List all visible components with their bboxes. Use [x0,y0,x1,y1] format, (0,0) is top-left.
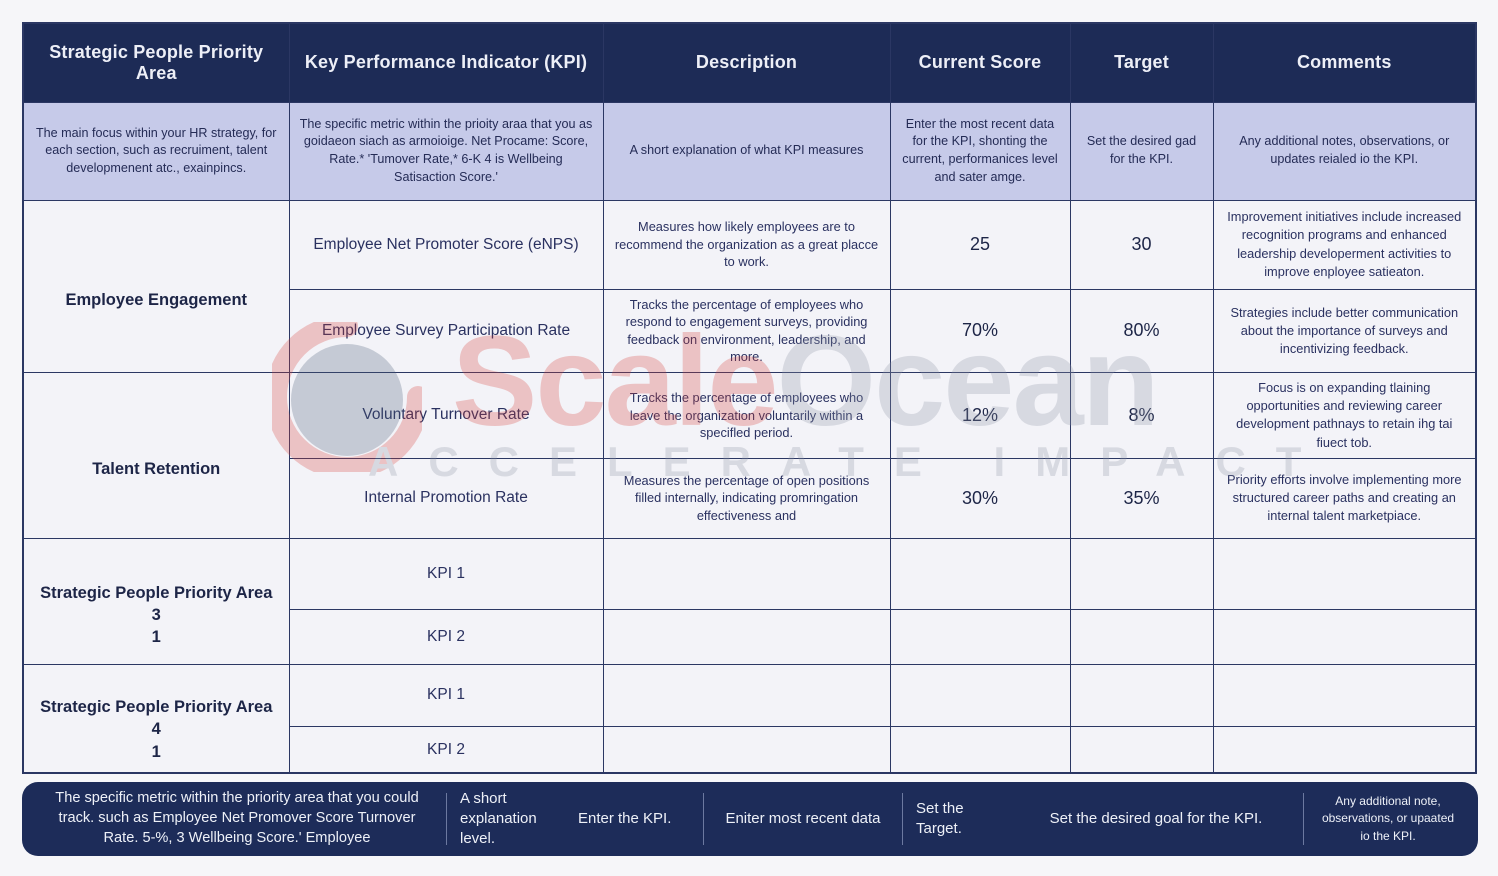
footer-divider [902,793,903,845]
comment-cell: Improvement initiatives include increase… [1212,199,1477,290]
kpi-cell: Voluntary Turnover Rate [288,372,604,459]
area-sub: 1 [151,628,161,647]
table-row: Strategic People Priority Area 3 1 KPI 1 [22,537,1477,665]
hint-kpi: The specific metric within the prioity a… [288,101,604,201]
target-cell: 30 [1069,199,1214,290]
footer-hint-bar: The specific metric within the priority … [22,782,1478,856]
target-cell: 80% [1069,288,1214,374]
footer-divider [1303,793,1304,845]
kpi-cell: KPI 1 [288,663,604,727]
current-score-cell: 30% [889,457,1071,539]
target-cell: 8% [1069,372,1214,459]
current-score-cell-empty [889,608,1071,665]
kpi-cell: KPI 1 [288,537,604,610]
description-cell-empty [602,537,891,610]
area-cell-priority-area-4: Strategic People Priority Area 4 1 [22,663,290,774]
kpi-cell: KPI 2 [288,725,604,774]
description-cell-empty [602,608,891,665]
target-cell-empty [1069,608,1214,665]
hint-comments: Any additional notes, observations, or u… [1212,101,1477,201]
comment-cell: Priority efforts involve implementing mo… [1212,457,1477,539]
description-cell-empty [602,663,891,727]
target-cell: 35% [1069,457,1214,539]
comment-cell-empty [1212,663,1477,727]
area-label: Talent Retention [92,460,221,479]
area-cell-employee-engagement: Employee Engagement [22,199,290,374]
comment-cell-empty [1212,537,1477,610]
area-label: Strategic People Priority Area 4 1 [34,696,279,763]
area-sub: 1 [151,742,161,761]
header-row: Strategic People Priority Area Key Perfo… [22,22,1477,103]
description-cell: Measures the percentage of open position… [602,457,891,539]
comment-cell-empty [1212,725,1477,774]
header-target: Target [1069,22,1214,103]
description-cell: Measures how likely employees are to rec… [602,199,891,290]
kpi-cell: Employee Survey Participation Rate [288,288,604,374]
current-score-cell-empty [889,537,1071,610]
current-score-cell-empty [889,663,1071,727]
hint-row: The main focus within your HR strategy, … [22,101,1477,201]
footer-hint-short-explanation: A short explanation level. [460,789,537,848]
description-cell-empty [602,725,891,774]
comment-cell: Focus is on expanding tlaining opportuni… [1212,372,1477,459]
table-row: Employee Engagement Employee Net Promote… [22,199,1477,374]
kpi-table: Strategic People Priority Area Key Perfo… [22,22,1477,775]
target-cell-empty [1069,725,1214,774]
footer-hint-desired-goal: Set the desired goal for the KPI. [1049,809,1263,827]
table-row: Talent Retention Voluntary Turnover Rate… [22,372,1477,539]
header-description: Description [602,22,891,103]
area-cell-talent-retention: Talent Retention [22,372,290,539]
table-row: Internal Promotion Rate Measures the per… [23,457,1477,539]
description-cell: Tracks the percentage of employees who l… [602,372,891,459]
area-label: Strategic People Priority Area 3 1 [34,582,279,649]
footer-hint-recent-data: Eniter most recent data [725,809,881,827]
kpi-cell: KPI 2 [288,608,604,665]
area-label: Employee Engagement [65,291,248,310]
area-title: Strategic People Priority Area 4 [40,698,273,739]
area-cell-priority-area-3: Strategic People Priority Area 3 1 [22,537,290,665]
kpi-cell: Internal Promotion Rate [288,457,604,539]
header-kpi: Key Performance Indicator (KPI) [288,22,604,103]
header-comments: Comments [1212,22,1477,103]
hint-description: A short explanation of what KPI measures [602,101,891,201]
current-score-cell-empty [889,725,1071,774]
footer-hint-additional-notes: Any additional note, observations, or up… [1321,793,1455,843]
hint-target: Set the desired gad for the KPI. [1069,101,1214,201]
comment-cell-empty [1212,608,1477,665]
footer-hint-set-target: Set the Target. [916,799,964,837]
footer-hint-kpi-metric: The specific metric within the priority … [55,790,419,846]
area-title: Strategic People Priority Area 3 [40,583,273,625]
table-row: KPI 2 [23,608,1477,665]
footer-divider [703,793,704,845]
current-score-cell: 12% [889,372,1071,459]
kpi-cell: Employee Net Promoter Score (eNPS) [288,199,604,290]
header-current-score: Current Score [889,22,1071,103]
footer-divider [446,793,447,845]
comment-cell: Strategies include better communication … [1212,288,1477,374]
target-cell-empty [1069,537,1214,610]
header-priority-area: Strategic People Priority Area [22,22,290,103]
description-cell: Tracks the percentage of employees who r… [602,288,891,374]
current-score-cell: 25 [889,199,1071,290]
target-cell-empty [1069,663,1214,727]
current-score-cell: 70% [889,288,1071,374]
table-row: Strategic People Priority Area 4 1 KPI 1 [22,663,1477,774]
table-row: KPI 2 [23,725,1477,774]
footer-hint-enter-kpi: Enter the KPI. [578,809,672,827]
hint-current-score: Enter the most recent data for the KPI, … [889,101,1071,201]
hint-priority-area: The main focus within your HR strategy, … [22,101,290,201]
